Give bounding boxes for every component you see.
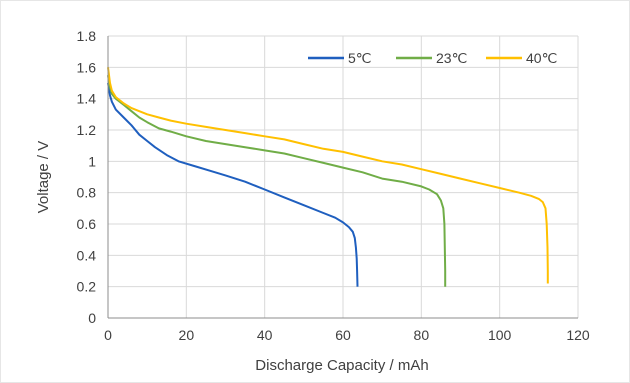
x-axis-title: Discharge Capacity / mAh [255,357,428,374]
x-tick-label: 60 [335,327,351,343]
series-line-1 [107,82,359,287]
y-tick-label: 1.8 [77,28,97,44]
axes [107,36,578,319]
legend-label-2: 23℃ [436,50,467,66]
series-line-2 [107,75,447,287]
legend-label-3: 40℃ [526,50,557,66]
x-tick-label: 120 [566,327,590,343]
x-tick-label: 0 [104,327,112,343]
series-group [107,67,549,287]
y-tick-label: 1.2 [77,122,97,138]
y-tick-label: 1.6 [77,59,97,75]
x-tick-label: 20 [179,327,195,343]
y-tick-label: 0.6 [77,216,97,232]
y-tick-label: 0.4 [77,247,97,263]
x-tick-label: 100 [488,327,512,343]
x-tick-label: 80 [414,327,430,343]
y-tick-label: 1.4 [77,91,97,107]
legend: 5℃ 23℃ 40℃ [308,50,557,66]
x-tick-label: 40 [257,327,273,343]
y-tick-label: 0 [88,310,96,326]
gridlines [108,35,579,318]
y-axis-title: Voltage / V [35,141,52,214]
series-line-3 [107,67,549,284]
tick-labels: 0 20 40 60 80 100 120 0 0.2 0.4 0.6 0.8 1 1.2 1.4 1.6 1.… [77,28,590,343]
legend-label-1: 5℃ [348,50,372,66]
y-tick-label: 1 [88,153,96,169]
y-tick-label: 0.8 [77,185,97,201]
y-tick-label: 0.2 [77,279,97,295]
